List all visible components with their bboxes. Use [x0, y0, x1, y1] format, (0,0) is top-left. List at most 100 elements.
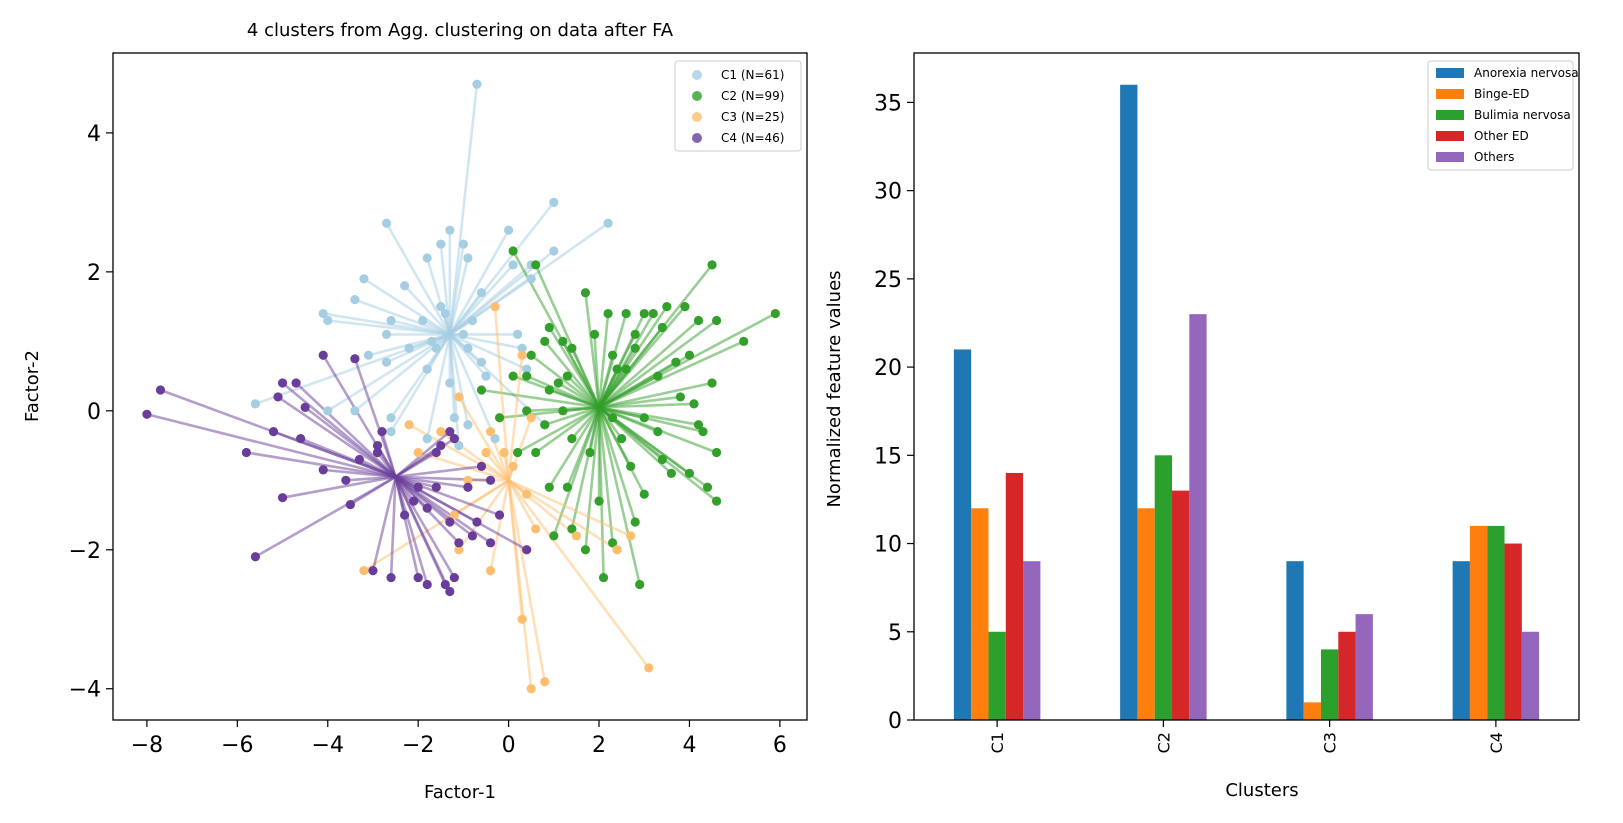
cluster-1-line-15	[354, 298, 451, 336]
cluster-2-point-37	[494, 413, 505, 423]
scatter-legend-label: C1 (N=61)	[721, 68, 785, 82]
cluster-2-point-57	[630, 517, 640, 527]
cluster-2-point-39	[567, 434, 577, 444]
cluster-4-point-18	[463, 482, 473, 492]
cluster-4-point-28	[485, 538, 496, 548]
cluster-1-point-49	[476, 288, 487, 298]
scatter-x-tick-label: 0	[502, 733, 516, 758]
scatter-legend-items: C1 (N=61) C2 (N=99) C3 (N=25) C4 (N=46)	[692, 68, 785, 145]
cluster-2-line-61	[597, 407, 641, 585]
cluster-4-line-37	[395, 465, 482, 479]
cluster-1-line-18	[327, 319, 450, 336]
cluster-3-point-0	[490, 301, 500, 312]
cluster-1-point-6	[458, 239, 468, 249]
cluster-4-point-31	[386, 572, 396, 583]
bar-x-label: Clusters	[1225, 780, 1298, 801]
cluster-1-point-10	[549, 246, 559, 256]
cluster-1-point-39	[350, 406, 360, 416]
cluster-4-point-44	[300, 402, 310, 412]
cluster-1-line-46	[448, 334, 461, 446]
cluster-2-line-9	[598, 319, 700, 409]
scatter-legend-marker	[692, 70, 702, 80]
cluster-2-point-36	[693, 420, 704, 430]
cluster-1-point-22	[467, 315, 478, 326]
cluster-1-line-37	[254, 333, 451, 406]
cluster-4-point-11	[372, 440, 383, 451]
cluster-4-point-6	[273, 392, 283, 402]
cluster-2-point-67	[553, 378, 563, 388]
cluster-2-point-47	[657, 454, 667, 465]
cluster-1-line-49	[448, 291, 483, 336]
cluster-2-point-0	[707, 260, 717, 270]
cluster-1-point-17	[318, 308, 328, 319]
cluster-2-line-58	[597, 407, 614, 543]
cluster-1-point-20	[418, 315, 428, 326]
cluster-2-line-24	[598, 374, 659, 409]
bar-axes-frame	[913, 52, 1580, 721]
cluster-2-point-63	[508, 246, 518, 256]
cluster-4-point-30	[368, 566, 378, 576]
cluster-4-point-32	[422, 579, 432, 590]
cluster-2-line-50	[548, 406, 601, 488]
bar-legend-label: Others	[1474, 150, 1514, 164]
cluster-1-point-18	[323, 315, 333, 326]
cluster-3-point-14	[526, 684, 536, 694]
cluster-4-point-35	[413, 572, 423, 583]
cluster-4-line-19	[395, 475, 491, 482]
cluster-1-point-40	[386, 413, 396, 423]
scatter-connector-lines	[146, 84, 776, 689]
bar-y-tick-label: 5	[888, 621, 902, 646]
cluster-2-point-9	[693, 315, 704, 326]
cluster-1-point-47	[490, 434, 500, 444]
cluster-2-line-31	[598, 402, 695, 409]
cluster-1-point-37	[250, 399, 261, 409]
cluster-4-line-13	[394, 430, 451, 478]
cluster-2-point-54	[711, 496, 722, 506]
cluster-2-point-11	[544, 322, 554, 333]
cluster-3-line-1	[507, 355, 524, 481]
cluster-1-line-20	[422, 319, 451, 336]
scatter-x-tick-label: −2	[402, 733, 434, 758]
cluster-1-point-11	[508, 260, 518, 270]
scatter-y-tick-label: 2	[87, 261, 101, 286]
cluster-3-point-8	[499, 447, 509, 458]
cluster-1-point-33	[476, 357, 487, 367]
cluster-3-point-20	[463, 475, 473, 485]
cluster-2-point-25	[707, 378, 717, 388]
cluster-1-point-16	[436, 301, 446, 312]
cluster-3-point-9	[571, 531, 582, 541]
scatter-points	[142, 79, 780, 694]
cluster-2-line-25	[598, 381, 713, 409]
cluster-4-line-6	[277, 395, 397, 478]
cluster-4-point-36	[372, 447, 383, 458]
cluster-1-point-24	[458, 329, 468, 339]
cluster-2-point-50	[544, 482, 554, 492]
cluster-4-point-26	[454, 538, 464, 548]
cluster-3-line-22	[417, 451, 509, 482]
cluster-1-point-44	[386, 427, 396, 437]
cluster-3-point-3	[404, 420, 414, 430]
cluster-4-point-23	[422, 503, 432, 513]
cluster-1-point-41	[449, 413, 459, 423]
cluster-2-point-31	[689, 399, 699, 409]
cluster-4-point-33	[440, 579, 450, 590]
cluster-3-point-15	[540, 677, 550, 687]
cluster-4-point-10	[296, 434, 306, 444]
cluster-2-point-34	[607, 413, 618, 423]
cluster-2-point-42	[698, 427, 708, 437]
cluster-1-line-3	[385, 222, 451, 336]
cluster-2-point-10	[711, 315, 722, 326]
cluster-1-point-23	[381, 329, 392, 339]
bar-C1-others	[1023, 561, 1041, 720]
cluster-2-point-3	[580, 288, 591, 298]
bar-legend-items: Anorexia nervosa Binge-ED Bulimia nervosa O…	[1436, 66, 1579, 164]
cluster-3-line-14	[507, 480, 533, 689]
cluster-2-point-65	[522, 371, 532, 381]
bar-C4-other-ed	[1504, 543, 1522, 720]
cluster-3-point-2	[454, 392, 464, 402]
cluster-4-point-0	[142, 409, 152, 419]
cluster-2-point-48	[684, 468, 695, 478]
scatter-x-label: Factor-1	[424, 782, 496, 803]
bar-C2-anorexia-nervosa	[1120, 84, 1138, 720]
cluster-2-line-19	[597, 354, 614, 408]
